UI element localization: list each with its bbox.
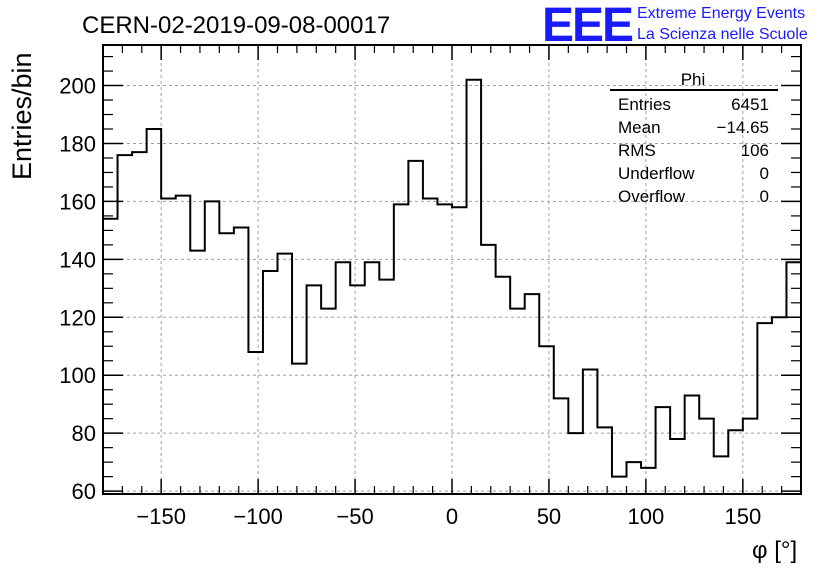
histogram-bin: [641, 468, 656, 494]
x-tick-label: −50: [336, 504, 373, 529]
stats-box-title: Phi: [681, 70, 706, 89]
histogram-bin: [670, 439, 685, 494]
stats-row-value: 0: [760, 187, 769, 206]
x-tick-label: 0: [446, 504, 458, 529]
stats-row-value: −14.65: [717, 118, 769, 137]
stats-row-label: Overflow: [618, 187, 686, 206]
histogram-bin: [510, 309, 525, 494]
histogram-bin: [292, 364, 307, 494]
histogram-bin: [583, 369, 598, 494]
histogram-bin: [539, 346, 554, 494]
x-tick-label: 100: [628, 504, 665, 529]
histogram-bin: [437, 204, 452, 494]
histogram-bin: [278, 254, 293, 494]
histogram-bin: [568, 433, 583, 494]
histogram-bin: [699, 419, 714, 494]
eee-logo-mark: EEE: [542, 0, 633, 52]
histogram-bin: [379, 280, 394, 494]
histogram-bin: [103, 219, 118, 494]
histogram-bin: [554, 398, 569, 494]
stats-row-value: 6451: [731, 95, 769, 114]
histogram-bin: [205, 201, 220, 494]
histogram-bin: [627, 462, 642, 494]
stats-row-label: Underflow: [618, 164, 695, 183]
y-tick-label: 80: [72, 421, 96, 446]
histogram-bin: [219, 233, 234, 494]
histogram-bin: [786, 262, 801, 494]
histogram-bin: [350, 285, 365, 494]
y-axis-label: Entries/bin: [7, 52, 37, 180]
histogram-bin: [685, 396, 700, 494]
histogram-bin: [132, 152, 147, 494]
stats-box: Phi Entries 6451 Mean −14.65 RMS 106 Underflow…: [610, 70, 778, 206]
histogram-bin: [307, 285, 322, 494]
y-tick-label: 180: [59, 131, 96, 156]
histogram-bin: [147, 129, 162, 494]
chart-title: CERN-02-2019-09-08-00017: [82, 12, 390, 39]
histogram-bin: [728, 430, 743, 494]
stats-row-label: Mean: [618, 118, 661, 137]
x-axis-label: φ [°]: [752, 537, 797, 564]
stats-row-value: 0: [760, 164, 769, 183]
axis-ticks: [103, 45, 802, 494]
histogram-bin: [394, 204, 409, 494]
histogram-bin: [190, 251, 205, 494]
y-tick-label: 160: [59, 189, 96, 214]
histogram-bin: [161, 199, 176, 494]
histogram-bin: [597, 427, 612, 494]
histogram-bin: [423, 199, 438, 494]
histogram-bin: [714, 456, 729, 494]
eee-logo-line2: La Scienza nelle Scuole: [637, 26, 808, 43]
x-tick-label: 50: [537, 504, 561, 529]
y-tick-label: 140: [59, 247, 96, 272]
y-tick-label: 100: [59, 363, 96, 388]
x-tick-label: −100: [233, 504, 283, 529]
histogram-bin: [365, 262, 380, 494]
histogram-bin: [467, 80, 482, 494]
plot-frame: [102, 44, 802, 495]
histogram-bin: [336, 262, 351, 494]
histogram-bin: [525, 294, 540, 494]
x-tick-label: −150: [136, 504, 186, 529]
y-tick-label: 60: [72, 479, 96, 504]
y-tick-label: 200: [59, 74, 96, 99]
histogram-bin: [248, 352, 263, 494]
histogram-bin: [176, 196, 191, 494]
histogram-bin: [496, 277, 511, 494]
histogram-bin: [408, 161, 423, 494]
histogram-bin: [452, 207, 467, 494]
y-tick-label: 120: [59, 305, 96, 330]
histogram-bin: [757, 323, 772, 494]
axis-tick-labels: −150 −100 −50 0 50 100 150 60 80 100 120 140 160 180 2…: [59, 74, 761, 529]
histogram-bin: [481, 245, 496, 494]
histogram-bin: [656, 407, 671, 494]
histogram-bin: [234, 227, 249, 494]
eee-logo-line1: Extreme Energy Events: [637, 5, 805, 22]
histogram-outline: [102, 78, 802, 494]
histogram-bin: [321, 309, 336, 494]
histogram-bin: [772, 317, 787, 494]
histogram-bin: [743, 419, 758, 494]
stats-row-label: Entries: [618, 95, 671, 114]
histogram-bin: [612, 477, 627, 494]
histogram-bin: [118, 155, 133, 494]
histogram-bin: [263, 271, 278, 494]
x-tick-label: 150: [724, 504, 761, 529]
stats-row-label: RMS: [618, 141, 656, 160]
stats-row-value: 106: [741, 141, 769, 160]
